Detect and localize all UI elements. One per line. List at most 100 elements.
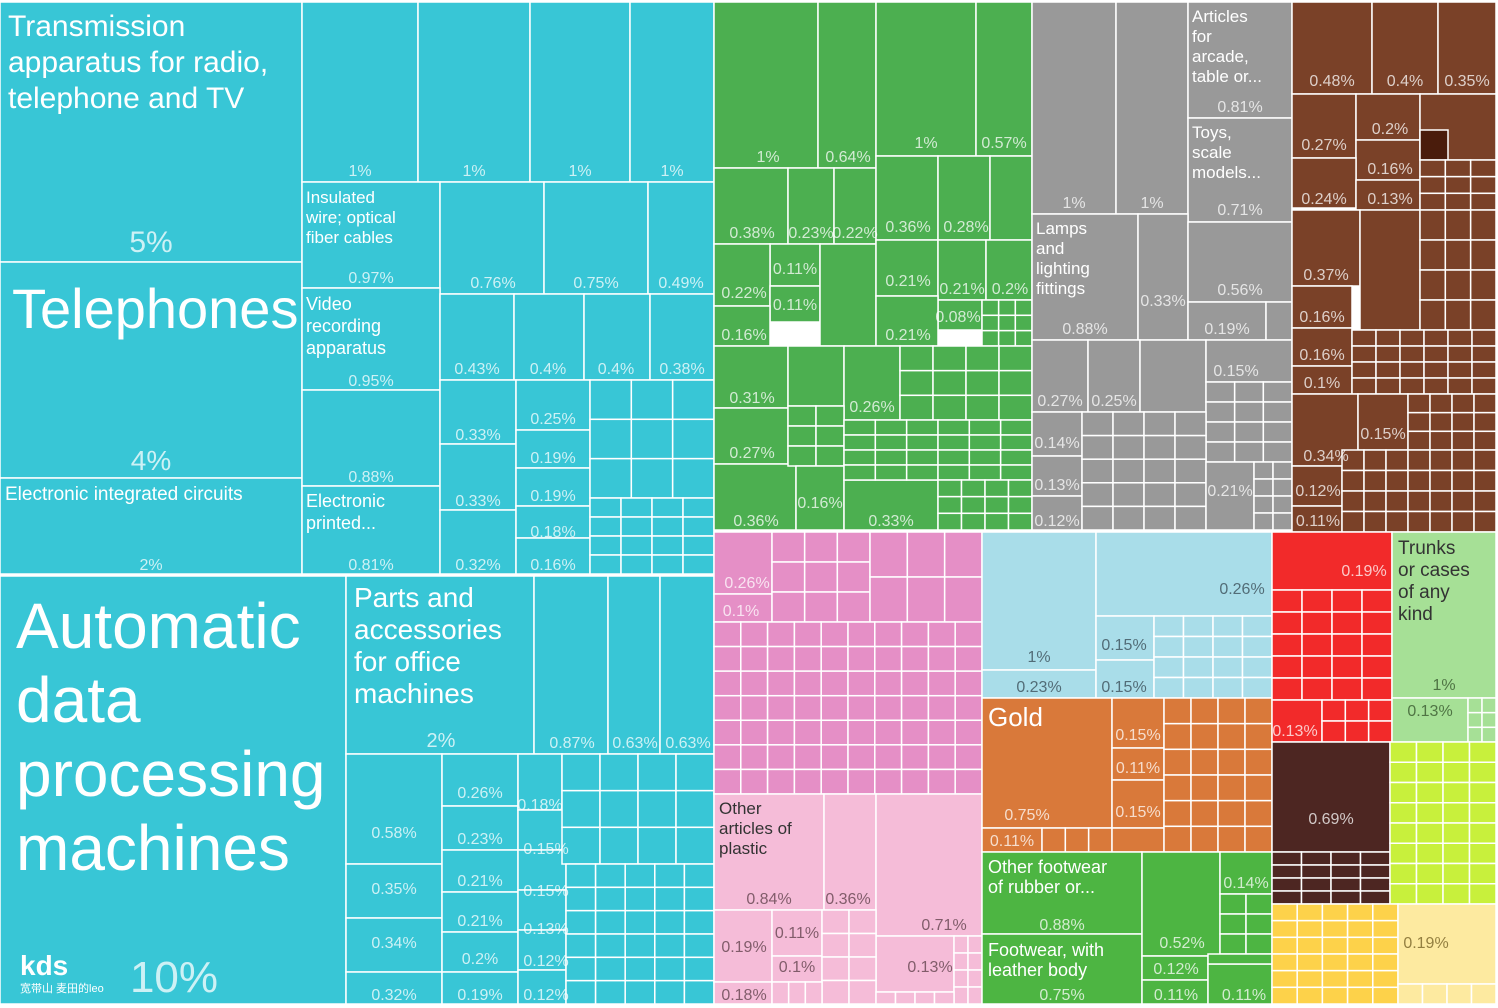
block-label: data	[16, 664, 141, 736]
treemap-cell	[1429, 490, 1453, 513]
treemap-cell	[1233, 401, 1265, 423]
treemap-cell	[847, 670, 876, 697]
value-label: 1%	[1432, 677, 1455, 694]
treemap-cell	[1481, 711, 1497, 729]
treemap-cell	[1321, 720, 1347, 743]
value-label: 0.4%	[1387, 73, 1423, 90]
treemap-cell	[905, 464, 939, 481]
treemap-cell	[607, 575, 661, 755]
treemap-cell	[1182, 635, 1214, 658]
value-label: 0.14%	[1034, 435, 1079, 452]
treemap-cell	[1359, 890, 1391, 905]
value-label: 0.32%	[455, 557, 500, 574]
treemap-cell	[1115, 1, 1189, 215]
treemap-cell	[1007, 512, 1033, 531]
block-label: Insulated	[306, 188, 375, 207]
value-label: 0.35%	[371, 881, 416, 898]
block-label: Toys,	[1192, 123, 1232, 142]
treemap-cell	[713, 694, 742, 722]
treemap-cell	[1407, 510, 1431, 533]
treemap-cell	[624, 933, 656, 959]
treemap-cell	[900, 694, 930, 722]
value-label: 0.23%	[1016, 679, 1061, 696]
treemap-cell	[1321, 699, 1347, 722]
treemap-cell	[1367, 699, 1393, 722]
treemap-cell	[906, 531, 946, 578]
treemap-cell	[933, 991, 955, 1005]
treemap-cell	[847, 645, 876, 672]
treemap-cell	[1271, 589, 1303, 613]
treemap-cell	[1468, 862, 1497, 885]
treemap-cell	[599, 753, 639, 792]
treemap-cell	[848, 909, 877, 935]
treemap-cell	[1359, 209, 1421, 331]
treemap-cell	[513, 293, 585, 381]
treemap-cell	[793, 670, 822, 697]
treemap-cell	[1291, 465, 1343, 507]
treemap-cell	[1330, 877, 1362, 892]
treemap-cell	[1471, 377, 1497, 395]
treemap-cell	[1473, 393, 1497, 414]
treemap-cell	[1372, 903, 1399, 922]
block-label: articles of	[719, 819, 792, 838]
treemap-cell	[1182, 676, 1214, 699]
treemap-cell	[937, 419, 971, 436]
block-label: Automatic	[16, 590, 301, 662]
value-label: 10%	[130, 953, 218, 1002]
treemap-cell	[843, 464, 877, 481]
treemap-cell	[1271, 903, 1298, 922]
treemap-cell	[1341, 510, 1365, 533]
value-label: 0.2%	[992, 281, 1028, 298]
treemap-cell	[820, 719, 849, 746]
treemap-cell	[1241, 656, 1273, 679]
value-label: 0.33%	[1140, 293, 1185, 310]
treemap-cell	[1442, 802, 1471, 824]
treemap-cell	[1423, 361, 1449, 379]
value-label: 0.43%	[454, 361, 499, 378]
treemap-cell	[821, 956, 850, 982]
treemap-cell	[515, 467, 591, 507]
value-label: 0.88%	[1039, 917, 1084, 934]
treemap-cell	[1271, 655, 1303, 679]
treemap-cell	[1469, 269, 1497, 301]
value-label: 0.25%	[1091, 393, 1136, 410]
value-label: 0.36%	[825, 891, 870, 908]
treemap-cell	[713, 407, 789, 465]
treemap-cell	[630, 379, 674, 421]
treemap-cell	[515, 429, 591, 469]
treemap-cell	[515, 537, 591, 575]
treemap-cell	[968, 464, 1002, 481]
treemap-cell	[899, 394, 934, 421]
treemap-cell	[1321, 969, 1349, 989]
block-label: Trunks	[1398, 538, 1455, 559]
treemap-cell	[620, 516, 653, 537]
treemap-cell	[1272, 478, 1293, 497]
value-label: 0.19%	[457, 987, 502, 1004]
treemap-cell	[803, 591, 839, 623]
treemap-cell	[953, 986, 969, 1005]
treemap-cell	[875, 793, 983, 937]
block-label: accessories	[354, 614, 502, 645]
treemap-cell	[943, 576, 983, 623]
treemap-cell	[561, 826, 601, 865]
treemap-cell	[847, 768, 876, 795]
treemap-cell	[1143, 411, 1176, 437]
treemap-cell	[565, 956, 597, 982]
treemap-cell	[624, 956, 656, 982]
treemap-cell	[874, 768, 903, 795]
treemap-cell	[1419, 159, 1447, 178]
value-label: 2%	[427, 730, 456, 752]
treemap-cell	[1385, 510, 1409, 533]
treemap-cell	[1415, 862, 1444, 885]
treemap-cell	[1389, 822, 1418, 844]
treemap-cell	[599, 826, 639, 865]
treemap-cell	[1442, 883, 1471, 905]
treemap-cell	[1271, 864, 1303, 879]
treemap-cell	[1217, 774, 1246, 802]
treemap-cell	[1351, 345, 1377, 363]
block-label: apparatus for radio,	[8, 46, 268, 79]
block-label: lighting	[1036, 259, 1090, 278]
treemap-cell	[1137, 213, 1189, 341]
value-label: 0.64%	[825, 149, 870, 166]
treemap-cell	[1321, 919, 1349, 939]
